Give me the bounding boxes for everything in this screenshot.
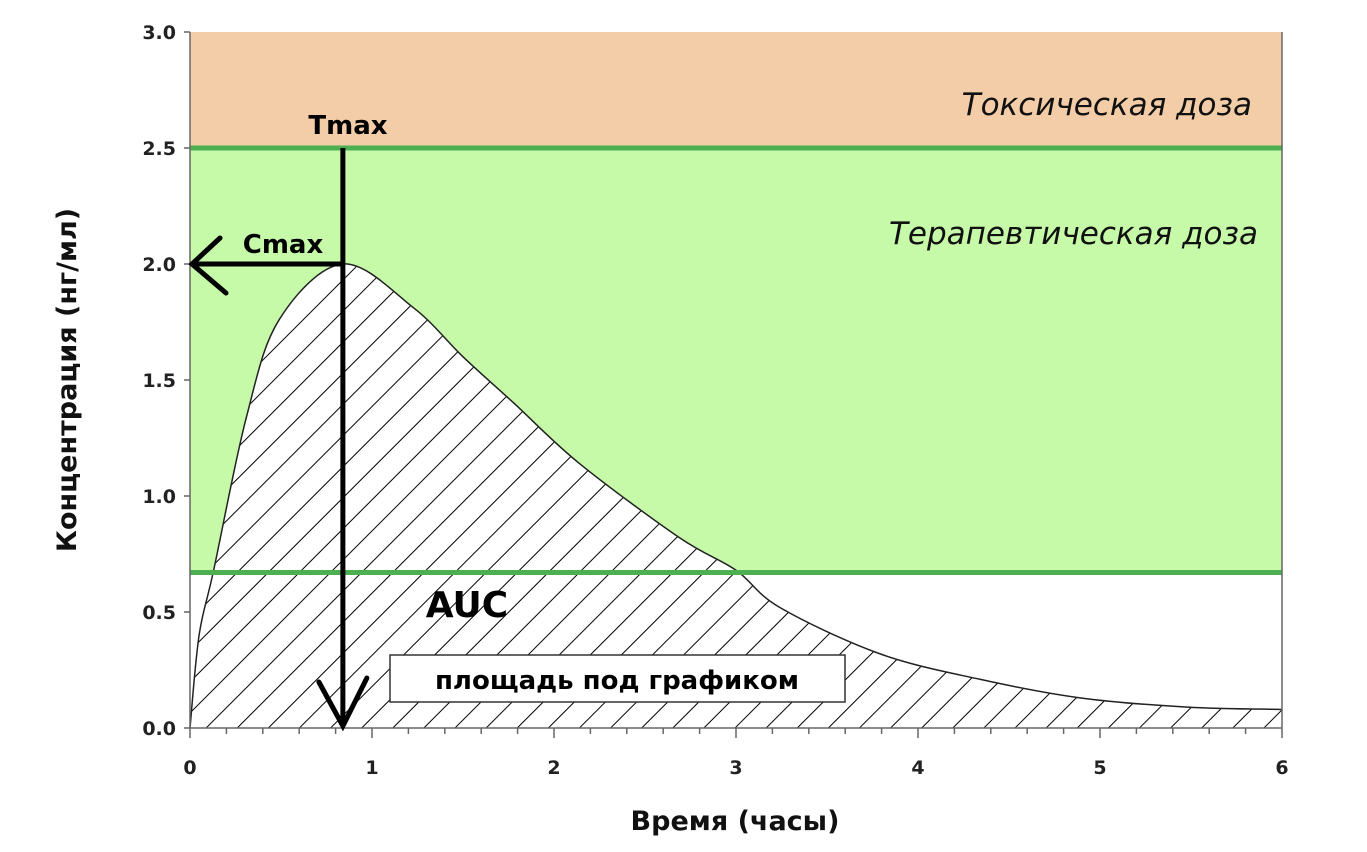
auc-description-box bbox=[389, 654, 846, 703]
therapeutic-zone-label: Терапевтическая доза bbox=[889, 216, 1258, 252]
x-axis-title: Время (часы) bbox=[631, 806, 840, 837]
y-tick-label: 3.0 bbox=[142, 22, 176, 44]
x-tick-label: 6 bbox=[1275, 757, 1288, 779]
x-tick-label: 2 bbox=[547, 757, 560, 779]
x-tick-label: 0 bbox=[183, 757, 196, 779]
x-tick-label: 5 bbox=[1093, 757, 1106, 779]
tmax-arrowhead bbox=[316, 675, 370, 732]
tmax-label: Tmax bbox=[308, 111, 387, 141]
y-tick-label: 2.5 bbox=[142, 138, 176, 160]
x-tick-label: 1 bbox=[365, 757, 378, 779]
cmax-label: Cmax bbox=[243, 230, 324, 260]
auc-area-hatch bbox=[190, 263, 1282, 728]
concentration-curve bbox=[189, 263, 1283, 729]
auc-description-label: площадь под графиком bbox=[435, 666, 799, 696]
cmax-arrowhead bbox=[188, 235, 229, 296]
y-tick-label: 2.0 bbox=[142, 254, 176, 276]
x-tick-label: 4 bbox=[911, 757, 924, 779]
y-tick-label: 1.0 bbox=[142, 486, 176, 508]
y-tick-label: 1.5 bbox=[142, 370, 176, 392]
toxic-zone-label: Токсическая доза bbox=[962, 87, 1252, 123]
auc-label: AUC bbox=[426, 585, 508, 626]
x-tick-label: 3 bbox=[729, 757, 742, 779]
y-tick-label: 0.0 bbox=[142, 718, 176, 740]
y-axis-title: Концентрация (нг/мл) bbox=[52, 208, 83, 552]
band-toxic bbox=[190, 32, 1282, 148]
y-tick-label: 0.5 bbox=[142, 602, 176, 624]
